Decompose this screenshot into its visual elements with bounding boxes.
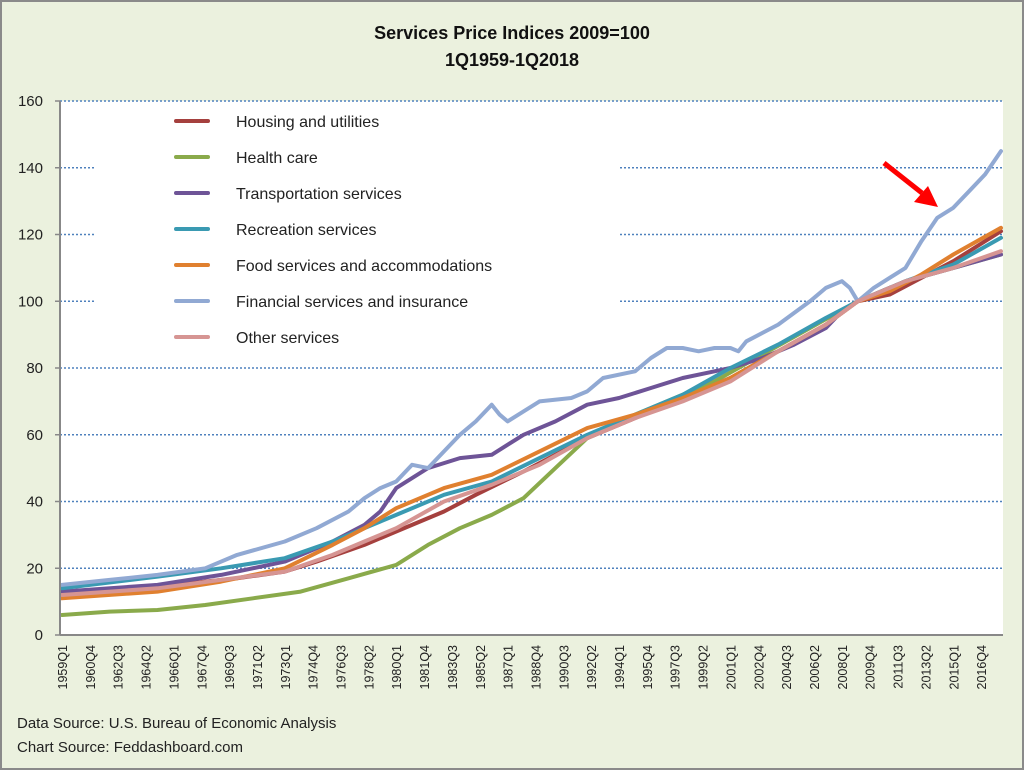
x-tick-label: 1999Q2 <box>697 645 711 690</box>
x-tick-label: 1969Q3 <box>223 645 237 690</box>
legend-label: Food services and accommodations <box>236 258 492 275</box>
y-tick-label: 80 <box>26 360 43 377</box>
legend-label: Other services <box>236 330 339 347</box>
legend-label: Health care <box>236 150 318 167</box>
red-arrow-annotation <box>882 161 938 207</box>
x-tick-label: 1983Q3 <box>446 645 460 690</box>
x-tick-label: 1981Q4 <box>418 645 432 690</box>
x-tick-label: 1971Q2 <box>251 645 265 690</box>
y-tick-label: 40 <box>26 494 43 511</box>
x-tick-label: 1992Q2 <box>585 645 599 690</box>
legend-label: Recreation services <box>236 222 377 239</box>
x-tick-label: 1987Q1 <box>502 645 516 690</box>
x-tick-label: 1964Q2 <box>140 645 154 690</box>
x-tick-label: 1962Q3 <box>112 645 126 690</box>
y-tick-label: 20 <box>26 560 43 577</box>
legend-label: Financial services and insurance <box>236 294 468 311</box>
x-tick-label: 1976Q3 <box>335 645 349 690</box>
x-tick-label: 1997Q3 <box>669 645 683 690</box>
series-line-5 <box>60 149 1003 587</box>
x-tick-label: 1967Q4 <box>195 645 209 690</box>
x-tick-label: 2015Q1 <box>947 645 961 690</box>
chart-subtitle: 1Q1959-1Q2018 <box>445 50 579 70</box>
x-tick-label: 2011Q3 <box>892 645 906 689</box>
data-source: Data Source: U.S. Bureau of Economic Ana… <box>17 715 336 732</box>
y-tick-label: 160 <box>18 93 43 110</box>
x-tick-label: 1985Q2 <box>474 645 488 690</box>
x-tick-label: 2008Q1 <box>836 645 850 690</box>
y-tick-label: 120 <box>18 227 43 244</box>
y-tick-label: 140 <box>18 160 43 177</box>
series-line-4 <box>60 225 1003 601</box>
x-tick-label: 2013Q2 <box>919 645 933 690</box>
series-line-6 <box>60 249 1003 597</box>
legend-label: Housing and utilities <box>236 114 379 131</box>
x-tick-label: 1995Q4 <box>641 645 655 690</box>
x-tick-label: 1974Q4 <box>307 645 321 690</box>
x-tick-label: 1978Q2 <box>362 645 376 690</box>
x-tick-label: 2006Q2 <box>808 645 822 690</box>
x-tick-label: 1980Q1 <box>390 645 404 690</box>
x-tick-label: 1994Q1 <box>613 645 627 690</box>
x-tick-label: 1990Q3 <box>557 645 571 690</box>
chart-source: Chart Source: Feddashboard.com <box>17 739 243 756</box>
y-tick-label: 0 <box>35 627 43 644</box>
x-tick-label: 2016Q4 <box>975 645 989 690</box>
x-tick-label: 2001Q1 <box>724 645 738 690</box>
x-tick-label: 1988Q4 <box>529 645 543 690</box>
x-tick-label: 1960Q4 <box>84 645 98 690</box>
x-tick-label: 1966Q1 <box>167 645 181 690</box>
x-tick-label: 1959Q1 <box>56 645 70 690</box>
y-tick-label: 60 <box>26 427 43 444</box>
y-tick-label: 100 <box>18 293 43 310</box>
x-tick-label: 2009Q4 <box>864 645 878 690</box>
legend-label: Transportation services <box>236 186 402 203</box>
x-tick-label: 2004Q3 <box>780 645 794 690</box>
x-tick-label: 2002Q4 <box>752 645 766 690</box>
x-tick-label: 1973Q1 <box>279 645 293 690</box>
chart-title: Services Price Indices 2009=100 <box>374 23 650 43</box>
